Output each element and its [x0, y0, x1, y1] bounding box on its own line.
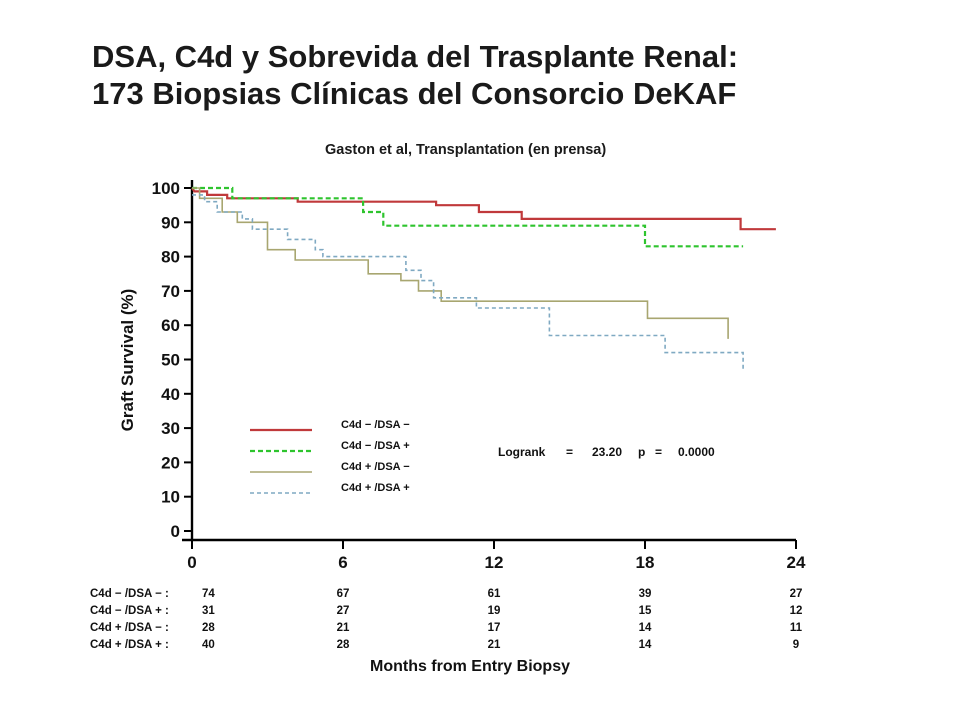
- legend-label-2: C4d − /DSA +: [341, 440, 410, 452]
- risk-count: 17: [488, 622, 501, 634]
- logrank-equals: =: [566, 445, 573, 459]
- risk-row-label-3: C4d + /DSA − :: [90, 622, 169, 634]
- risk-count: 14: [639, 622, 652, 634]
- risk-count: 14: [639, 639, 652, 651]
- slide-title-line-2: 173 Biopsias Clínicas del Consorcio DeKA…: [92, 76, 737, 111]
- p-equals: =: [655, 445, 662, 459]
- risk-count: 19: [488, 605, 501, 617]
- legend-label-3: C4d + /DSA −: [341, 461, 410, 473]
- x-tick-label: 0: [187, 553, 196, 572]
- risk-count: 27: [337, 605, 350, 617]
- risk-count: 28: [202, 622, 215, 634]
- series-line-3: [192, 187, 729, 339]
- risk-count: 15: [639, 605, 652, 617]
- y-tick-label: 50: [161, 351, 180, 370]
- risk-row-label-1: C4d − /DSA − :: [90, 588, 169, 600]
- logrank-value: 23.20: [592, 445, 622, 459]
- risk-count: 21: [337, 622, 350, 634]
- risk-count: 61: [488, 588, 501, 600]
- risk-count: 9: [793, 639, 799, 651]
- series-line-2: [192, 186, 744, 248]
- slide-title-line-1: DSA, C4d y Sobrevida del Trasplante Rena…: [92, 39, 739, 74]
- y-tick-label: 30: [161, 419, 180, 438]
- p-value: 0.0000: [678, 445, 715, 459]
- risk-count: 31: [202, 605, 215, 617]
- risk-count: 39: [639, 588, 652, 600]
- risk-count: 21: [488, 639, 501, 651]
- p-label: p: [638, 445, 645, 459]
- y-axis-title: Graft Survival (%): [118, 289, 137, 432]
- x-tick-label: 6: [338, 553, 347, 572]
- x-tick-label: 12: [485, 553, 504, 572]
- legend-label-1: C4d − /DSA −: [341, 419, 410, 431]
- y-tick-label: 90: [161, 213, 180, 232]
- y-tick-label: 100: [152, 179, 180, 198]
- y-tick-label: 10: [161, 488, 180, 507]
- slide-title: DSA, C4d y Sobrevida del Trasplante Rena…: [92, 38, 738, 112]
- risk-count: 27: [790, 588, 803, 600]
- citation-subtitle: Gaston et al, Transplantation (en prensa…: [325, 142, 607, 158]
- y-tick-label: 60: [161, 316, 180, 335]
- x-tick-label: 24: [787, 553, 806, 572]
- y-tick-label: 80: [161, 248, 180, 267]
- risk-count: 67: [337, 588, 350, 600]
- y-tick-label: 70: [161, 282, 180, 301]
- risk-count: 40: [202, 639, 215, 651]
- y-tick-label: 20: [161, 453, 180, 472]
- risk-row-label-2: C4d − /DSA + :: [90, 605, 169, 617]
- series-line-4: [192, 194, 744, 370]
- y-tick-label: 0: [171, 522, 180, 541]
- x-tick-label: 18: [636, 553, 655, 572]
- risk-count: 28: [337, 639, 350, 651]
- x-axis-title: Months from Entry Biopsy: [370, 658, 570, 675]
- logrank-label: Logrank: [498, 445, 546, 459]
- risk-count: 12: [790, 605, 803, 617]
- risk-count: 11: [790, 622, 803, 634]
- y-tick-label: 40: [161, 385, 180, 404]
- legend-label-4: C4d + /DSA +: [341, 482, 410, 494]
- series-line-1: [191, 187, 776, 231]
- risk-row-label-4: C4d + /DSA + :: [90, 639, 169, 651]
- risk-count: 74: [202, 588, 215, 600]
